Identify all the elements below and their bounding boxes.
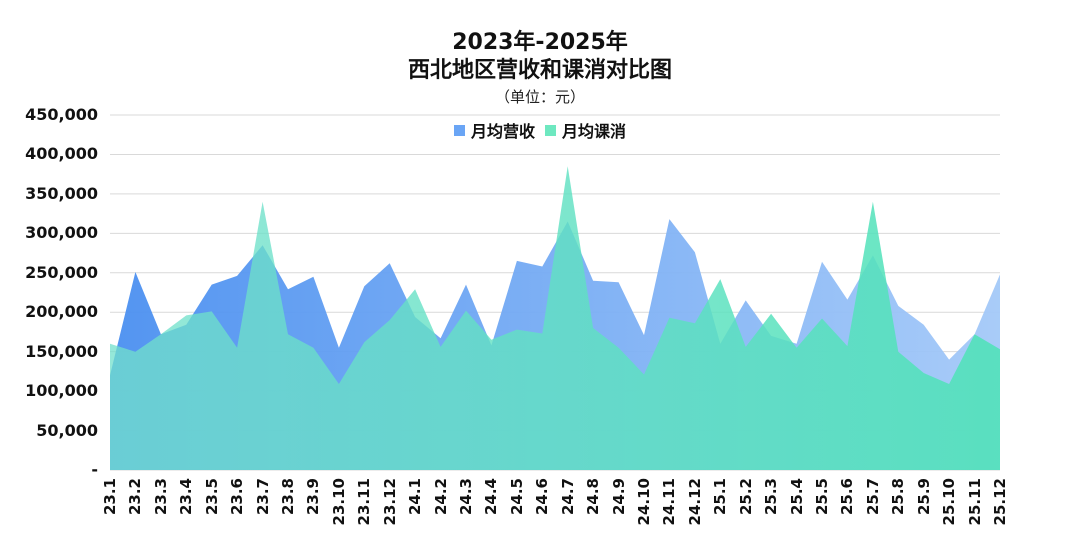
- x-tick-label: 23.2: [126, 478, 145, 516]
- legend-swatch-consumption: [545, 124, 556, 136]
- x-tick-label: 23.5: [202, 478, 221, 516]
- x-tick-label: 23.12: [380, 478, 399, 526]
- y-tick-label: 450,000: [25, 105, 98, 124]
- x-tick-label: 25.11: [965, 478, 984, 526]
- y-tick-label: 350,000: [25, 183, 98, 203]
- y-tick-label: 100,000: [25, 381, 98, 401]
- x-tick-label: 25.7: [863, 478, 882, 516]
- x-tick-label: 25.1: [711, 478, 730, 516]
- legend-swatch-revenue: [453, 124, 465, 136]
- legend-item-consumption[interactable]: 月均课消: [545, 118, 626, 142]
- x-tick-label: 24.10: [635, 478, 653, 526]
- x-tick-label: 25.8: [889, 478, 908, 516]
- x-tick-label: 23.10: [329, 478, 348, 526]
- x-tick-label: 24.9: [609, 478, 628, 516]
- x-tick-label: 25.9: [914, 478, 933, 516]
- x-tick-label: 23.8: [279, 478, 297, 516]
- y-tick-label: 250,000: [25, 262, 98, 282]
- y-tick-label: -: [91, 460, 98, 479]
- legend: 月均营收 月均课消: [0, 118, 1080, 142]
- x-tick-label: 23.7: [253, 478, 272, 516]
- x-tick-label: 24.8: [584, 478, 603, 516]
- x-tick-label: 23.6: [228, 478, 247, 516]
- y-tick-label: 200,000: [25, 302, 98, 322]
- x-tick-label: 24.12: [685, 478, 704, 526]
- x-tick-label: 24.2: [431, 478, 450, 516]
- x-tick-label: 24.6: [533, 478, 552, 516]
- x-tick-label: 25.3: [762, 478, 781, 516]
- area-consumption: [110, 166, 1000, 471]
- x-tick-label: 23.1: [101, 478, 119, 516]
- x-tick-label: 24.4: [482, 478, 501, 516]
- x-tick-label: 23.9: [304, 478, 323, 516]
- y-tick-label: 150,000: [25, 341, 98, 361]
- x-tick-label: 25.2: [736, 478, 755, 516]
- legend-item-revenue[interactable]: 月均营收: [453, 118, 535, 142]
- x-tick-label: 23.11: [355, 478, 374, 526]
- x-tick-label: 23.3: [151, 478, 170, 516]
- legend-label-revenue: 月均营收: [470, 122, 535, 141]
- chart-subtitle: （单位：元）: [494, 88, 585, 106]
- x-tick-label: 25.6: [838, 478, 857, 516]
- x-tick-label: 24.1: [406, 478, 425, 516]
- y-tick-label: 400,000: [25, 144, 98, 164]
- x-tick-label: 23.4: [177, 478, 196, 516]
- x-tick-label: 24.11: [660, 478, 679, 526]
- x-tick-label: 25.12: [991, 478, 1009, 526]
- x-tick-label: 24.7: [558, 478, 577, 516]
- y-tick-label: 300,000: [25, 223, 98, 243]
- x-tick-label: 25.5: [813, 478, 831, 516]
- legend-label-consumption: 月均课消: [562, 122, 627, 141]
- chart-title-line1: 2023年-2025年: [452, 30, 628, 55]
- y-tick-label: 50,000: [36, 420, 98, 440]
- x-tick-label: 24.3: [457, 478, 475, 516]
- x-tick-label: 25.4: [787, 478, 806, 516]
- chart-title-line2: 西北地区营收和课消对比图: [407, 58, 672, 83]
- x-tick-label: 24.5: [507, 478, 526, 516]
- x-tick-label: 25.10: [940, 478, 959, 526]
